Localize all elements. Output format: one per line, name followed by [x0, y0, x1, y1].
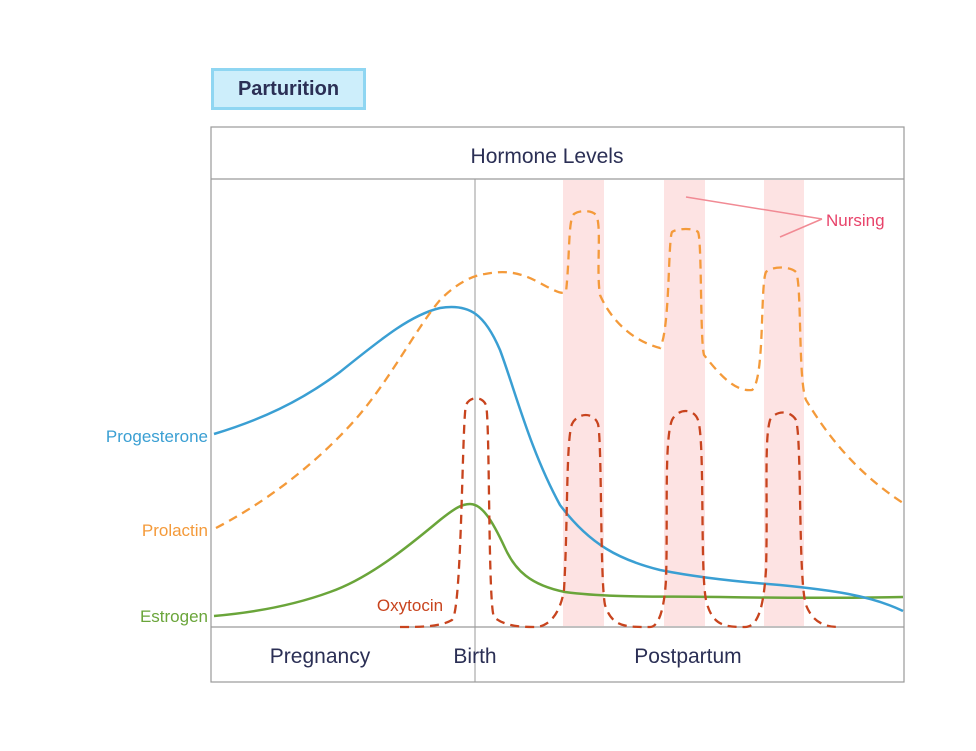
- estrogen-label: Estrogen: [140, 607, 208, 626]
- progesterone-curve: [213, 305, 904, 613]
- birth-label: Birth: [453, 645, 496, 668]
- pregnancy-label: Pregnancy: [270, 645, 371, 668]
- parturition-badge: Parturition: [211, 68, 366, 110]
- nursing-band-3: [764, 180, 804, 626]
- nursing-pointer-1: [685, 196, 823, 220]
- hormone-levels-title: Hormone Levels: [471, 145, 624, 168]
- postpartum-label: Postpartum: [634, 645, 741, 668]
- prolactin-curve: [215, 209, 904, 530]
- chart-frame: [210, 126, 905, 683]
- progesterone-label: Progesterone: [106, 427, 208, 446]
- nursing-label: Nursing: [826, 211, 885, 230]
- nursing-band-1: [563, 180, 604, 626]
- oxytocin-curve: [399, 397, 841, 629]
- estrogen-curve: [213, 502, 904, 618]
- nursing-band-2: [664, 180, 705, 626]
- oxytocin-label: Oxytocin: [377, 596, 443, 615]
- nursing-pointer-2: [779, 218, 823, 238]
- prolactin-label: Prolactin: [142, 521, 208, 540]
